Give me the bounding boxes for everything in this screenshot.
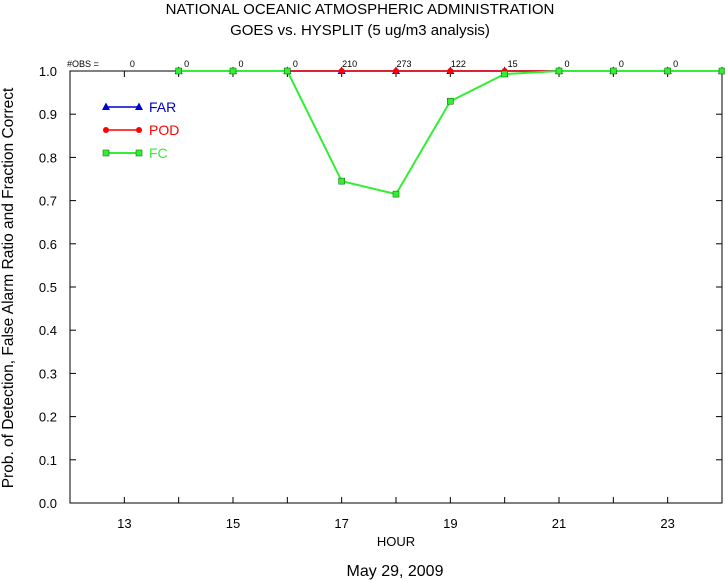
y-tick-label: 0.8 (39, 150, 57, 165)
legend-marker-far (135, 102, 143, 110)
legend-label-far: FAR (149, 99, 176, 115)
x-tick-label: 19 (443, 516, 457, 531)
fc-data-point (175, 67, 182, 75)
y-tick-label: 0.9 (39, 107, 57, 122)
obs-counts: 0 0 0 0 210 273 122 15 0 0 0 (130, 59, 678, 69)
y-tick-label: 0.0 (39, 496, 57, 511)
y-tick-label: 0.1 (39, 453, 57, 468)
obs-label: #OBS = (67, 59, 99, 69)
obs-count: 0 (238, 59, 243, 69)
y-tick-label: 0.4 (39, 323, 57, 338)
fc-data-point (447, 97, 454, 105)
fc-data-point (610, 67, 617, 75)
obs-count: 273 (396, 59, 411, 69)
y-tick-label: 0.2 (39, 410, 57, 425)
fc-data-point (501, 70, 508, 78)
x-axis: 13 15 17 19 21 23 (69, 71, 723, 531)
pod-data-point (338, 68, 345, 74)
date-label: May 29, 2009 (347, 563, 444, 580)
legend: FAR POD FC (102, 99, 179, 161)
y-tick-label: 0.3 (39, 366, 57, 381)
obs-count: 0 (564, 59, 569, 69)
legend-marker-pod (136, 127, 142, 133)
obs-count: 0 (184, 59, 189, 69)
obs-count: 0 (130, 59, 135, 69)
obs-count: 122 (451, 59, 466, 69)
y-tick-label: 0.5 (39, 280, 57, 295)
y-tick-label: 1.0 (39, 64, 57, 79)
x-tick-label: 13 (117, 516, 131, 531)
y-tick-label: 0.6 (39, 237, 57, 252)
fc-data-point (392, 190, 400, 198)
obs-count: 0 (293, 59, 298, 69)
obs-count: 15 (508, 59, 518, 69)
obs-count: 210 (342, 59, 357, 69)
legend-marker-fc (102, 149, 110, 157)
obs-count: 0 (619, 59, 624, 69)
fc-series-line (178, 70, 722, 196)
legend-marker-pod (103, 127, 109, 133)
chart-title: NATIONAL OCEANIC ATMOSPHERIC ADMINISTRAT… (166, 1, 555, 18)
fc-data-point (338, 177, 345, 185)
y-tick-label: 0.7 (39, 194, 57, 209)
x-tick-label: 15 (226, 516, 240, 531)
series-layer (174, 66, 725, 198)
fc-data-point (284, 67, 291, 75)
chart-subtitle: GOES vs. HYSPLIT (5 ug/m3 analysis) (230, 22, 490, 39)
legend-label-pod: POD (149, 122, 179, 138)
x-tick-label: 23 (660, 516, 674, 531)
legend-marker-far (102, 102, 110, 110)
pod-data-point (393, 68, 399, 74)
pod-data-point (447, 68, 454, 74)
fc-data-point (718, 67, 725, 75)
obs-count: 0 (673, 59, 678, 69)
x-tick-label: 21 (552, 516, 566, 531)
fc-data-point (664, 67, 671, 75)
x-axis-label: HOUR (377, 534, 415, 549)
fc-data-point (555, 67, 563, 75)
y-axis-label: Prob. of Detection, False Alarm Ratio an… (0, 87, 17, 488)
fc-data-point (229, 67, 237, 75)
x-tick-label: 17 (334, 516, 348, 531)
y-axis: 0.0 0.1 0.2 0.3 0.4 0.5 0.6 0.7 0.8 0.9 1.0 (39, 64, 722, 511)
legend-marker-fc (135, 149, 143, 157)
legend-label-fc: FC (149, 145, 168, 161)
